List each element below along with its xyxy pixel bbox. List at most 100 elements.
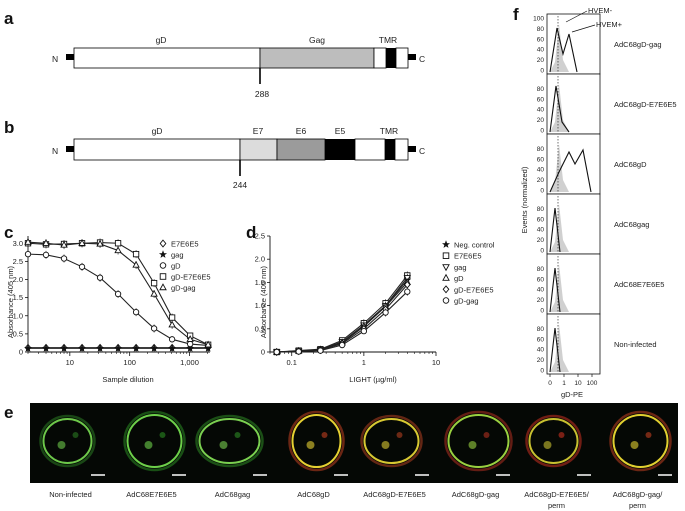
legend-entry: E7E6E5 (171, 240, 199, 249)
n-terminus-cap (66, 146, 74, 152)
histogram-row-3: 0 20 40 60 80 AdC68gag (537, 193, 649, 255)
data-point (60, 344, 68, 352)
data-point (150, 289, 158, 297)
x-tick-label: 1,000 (180, 358, 199, 367)
y-tick-label: 20 (537, 297, 545, 304)
fluorescent-spot (630, 441, 639, 449)
y-tick-label: 40 (537, 107, 545, 114)
gd-segment (73, 138, 241, 161)
gd-label: gD (156, 35, 167, 45)
sample-histogram (549, 327, 561, 373)
cell-membrane (363, 418, 420, 464)
data-point (382, 309, 389, 316)
fluorescent-spot (645, 432, 652, 438)
legend-entry: gD-gag (454, 297, 479, 306)
micrograph-1: AdC68E7E6E5 (111, 403, 192, 499)
data-point (42, 239, 50, 246)
fluorescent-spot (381, 441, 390, 449)
data-point (114, 246, 122, 254)
histogram-frame (546, 253, 601, 315)
tmr-label: TMR (379, 35, 397, 45)
y-tick-label: 80 (537, 326, 545, 333)
panel-letter-f: f (513, 5, 519, 24)
legend-entry: gD-E7E6E5 (171, 273, 211, 282)
legend-entry: gD-gag (171, 284, 196, 293)
data-point (168, 320, 176, 328)
tail-segment (395, 47, 409, 69)
cell-halo (288, 410, 345, 472)
y-tick-label: 0.5 (255, 324, 265, 333)
fluorescent-spot (396, 432, 403, 438)
data-point (150, 325, 158, 332)
annotation-arrow (571, 24, 596, 33)
data-point (168, 336, 176, 343)
x-tick-label: 10 (432, 358, 440, 367)
x-tick-label: 1 (362, 358, 366, 367)
junction-position: 288 (255, 89, 269, 99)
y-tick-label: 20 (537, 177, 545, 184)
micrograph-caption: AdC68gD-E7E6E5 (363, 490, 426, 499)
micrograph-caption: Non-infected (49, 490, 92, 499)
legend-marker (159, 239, 167, 248)
cell-halo (123, 410, 186, 472)
y-tick-label: 40 (537, 167, 545, 174)
legend-entry: Neg. control (454, 241, 495, 250)
micrograph-caption: AdC68gag (215, 490, 250, 499)
data-point (204, 340, 212, 348)
legend-marker (159, 283, 167, 291)
y-tick-label: 0 (540, 248, 544, 255)
y-tick-label: 1.5 (255, 278, 265, 287)
y-tick-label: 80 (537, 206, 545, 213)
histogram-row-0: 0 20 40 60 80 100 AdC68gD-gag (533, 13, 662, 75)
legend-entry: gD (171, 262, 181, 271)
data-point (42, 251, 50, 259)
data-point (338, 341, 346, 349)
cell-membrane (198, 418, 261, 464)
y-tick-label: 0 (540, 188, 544, 195)
micrograph-4: AdC68gD-E7E6E5 (354, 403, 435, 499)
fluorescent-spot (57, 441, 66, 449)
histogram-row-4: 0 20 40 60 80 AdC68E7E6E5 (537, 253, 664, 315)
c-terminus-cap (408, 146, 416, 152)
micrograph-caption: AdC68gD-gag/ (613, 490, 664, 499)
y-tick-label: 3.0 (13, 239, 23, 248)
n-terminus-label: N (52, 146, 58, 156)
y-tick-label: 80 (537, 26, 545, 33)
x-tick-label: 0 (548, 380, 552, 387)
y-tick-label: 20 (537, 57, 545, 64)
y-tick-label: 60 (537, 96, 545, 103)
data-point (132, 308, 140, 316)
micrograph-caption: perm (548, 501, 565, 510)
e7-segment (239, 138, 278, 161)
data-point (24, 250, 32, 258)
c-terminus-cap (408, 54, 416, 60)
panel-d: d Absorbance (405 nm) LIGHT (µg/ml) 0 0.5… (246, 223, 495, 384)
y-tick-label: 0 (261, 348, 265, 357)
panel-letter-d: d (246, 223, 256, 242)
micrograph-5: AdC68gD-gag (435, 403, 516, 499)
cell-halo (525, 414, 582, 468)
legend-marker (159, 273, 167, 280)
gag-label: Gag (309, 35, 325, 45)
fluorescent-spot (144, 441, 153, 449)
y-tick-label: 40 (537, 347, 545, 354)
y-tick-label: 2.5 (13, 257, 23, 266)
panel-a: a N C gD Gag TMR 288 (4, 9, 425, 99)
n-terminus-cap (66, 54, 74, 60)
legend-marker (442, 285, 450, 294)
micrograph-caption: AdC68E7E6E5 (126, 490, 176, 499)
histogram-row-2: 0 20 40 60 80 AdC68gD (537, 133, 647, 195)
histogram-stack: 020406080100AdC68gD-gag020406080AdC68gD-… (533, 6, 676, 387)
y-tick-label: 40 (537, 47, 545, 54)
histogram-row-label: AdC68gag (614, 220, 649, 229)
tmr-label: TMR (380, 126, 398, 136)
micrograph-caption: AdC68gD (297, 490, 330, 499)
reference-peak (550, 204, 569, 252)
gd-segment (73, 47, 261, 69)
legend-marker (442, 264, 450, 272)
data-point (132, 250, 140, 258)
x-tick-label: 1 (562, 380, 566, 387)
y-axis-label: Absorbance (405 nm) (6, 265, 15, 338)
annotation-hvem-positive: HVEM+ (596, 20, 623, 29)
fluorescent-spot (321, 432, 328, 438)
